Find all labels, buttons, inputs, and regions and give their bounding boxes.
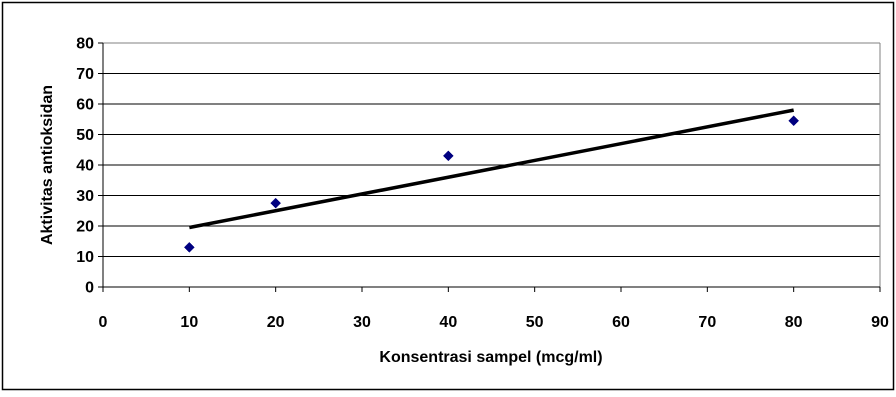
data-point-0-0 (183, 241, 195, 253)
trendline (188, 108, 795, 230)
x-tick-label-70: 70 (698, 314, 716, 331)
x-tick-label-90: 90 (871, 314, 889, 331)
y-tick-label-30: 30 (76, 188, 94, 205)
y-tick-label-50: 50 (76, 127, 94, 144)
y-tick-label-80: 80 (76, 36, 94, 53)
x-tick-label-10: 10 (180, 314, 198, 331)
data-point-0-1 (270, 197, 282, 209)
y-tick-label-20: 20 (76, 219, 94, 236)
y-tick-label-70: 70 (76, 66, 94, 83)
tick-labels: 0 10 20 30 40 50 60 70 80 0 10 20 30 40 50 60 70 80 90 (76, 36, 889, 332)
x-tick-label-30: 30 (353, 314, 371, 331)
gridlines (103, 42, 880, 257)
y-tick-label-40: 40 (76, 158, 94, 175)
y-tick-label-10: 10 (76, 249, 94, 266)
x-tick-label-40: 40 (439, 314, 457, 331)
data-point-0-2 (442, 150, 454, 162)
y-axis-title: Aktivitas antioksidan (39, 85, 56, 245)
data-points (183, 115, 800, 253)
y-tick-label-0: 0 (85, 280, 94, 297)
y-tick-label-60: 60 (76, 97, 94, 114)
trendline-layer (188, 108, 795, 230)
axes (98, 42, 881, 292)
x-tick-label-20: 20 (267, 314, 285, 331)
x-tick-label-60: 60 (612, 314, 630, 331)
x-axis-title: Konsentrasi sampel (mcg/ml) (379, 349, 602, 366)
data-point-0-3 (788, 115, 800, 127)
x-tick-label-50: 50 (526, 314, 544, 331)
x-tick-label-0: 0 (99, 314, 108, 331)
x-tick-label-80: 80 (785, 314, 803, 331)
